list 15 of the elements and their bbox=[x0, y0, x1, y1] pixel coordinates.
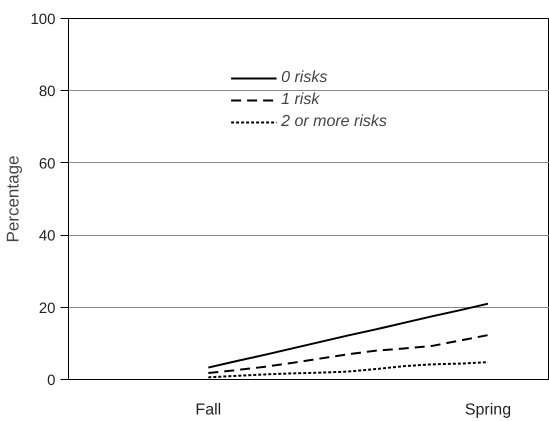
y-tick-label: 100 bbox=[30, 11, 56, 28]
legend-label: 1 risk bbox=[281, 91, 320, 109]
line-series bbox=[207, 334, 489, 374]
legend-label: 0 risks bbox=[281, 69, 328, 87]
y-tick-label: 20 bbox=[38, 300, 56, 317]
x-tick-label: Fall bbox=[195, 402, 222, 418]
line-series bbox=[207, 361, 489, 378]
line-series bbox=[207, 302, 489, 369]
y-axis-title: Percentage bbox=[3, 156, 22, 242]
y-tick-label: 40 bbox=[38, 228, 56, 245]
y-tick-label: 60 bbox=[38, 155, 56, 172]
legend-label: 2 or more risks bbox=[281, 113, 387, 131]
y-tick-label: 80 bbox=[38, 83, 56, 100]
y-tick-label: 0 bbox=[47, 372, 56, 389]
x-tick-label: Spring bbox=[464, 402, 512, 418]
